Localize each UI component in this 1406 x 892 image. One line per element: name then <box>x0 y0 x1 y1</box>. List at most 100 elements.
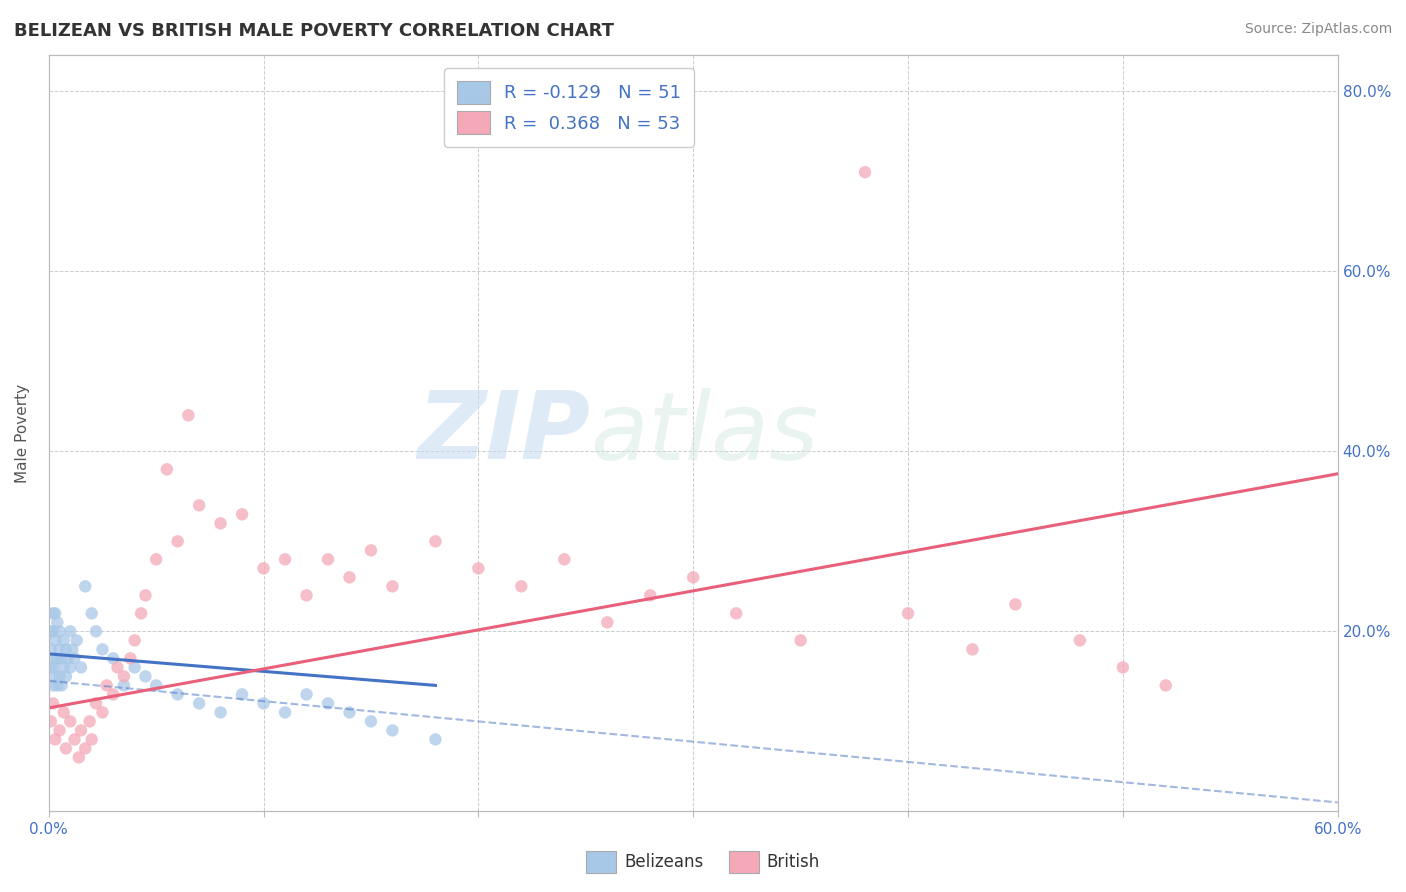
Point <box>39 714 62 729</box>
Text: ZIP: ZIP <box>418 387 591 479</box>
Point <box>596 615 619 630</box>
Point <box>96 678 118 692</box>
Point <box>70 723 93 738</box>
Point <box>381 579 404 593</box>
Point <box>63 732 86 747</box>
Text: Source: ZipAtlas.com: Source: ZipAtlas.com <box>1244 22 1392 37</box>
Point <box>360 543 382 558</box>
Point <box>59 714 82 729</box>
Legend: Belizeans, British: Belizeans, British <box>579 845 827 880</box>
Point <box>48 723 70 738</box>
Point <box>316 697 339 711</box>
Point <box>638 588 661 602</box>
Point <box>467 561 489 575</box>
Point <box>316 552 339 566</box>
Point <box>48 669 70 683</box>
Point <box>75 579 97 593</box>
Point <box>177 409 200 423</box>
Point <box>209 706 232 720</box>
Point <box>56 651 79 665</box>
Point <box>553 552 575 566</box>
Text: atlas: atlas <box>591 388 818 479</box>
Point <box>42 660 65 674</box>
Point <box>112 678 135 692</box>
Point <box>44 732 66 747</box>
Point <box>44 669 66 683</box>
Point <box>381 723 404 738</box>
Point <box>274 706 297 720</box>
Point <box>145 678 167 692</box>
Point <box>112 669 135 683</box>
Point <box>231 508 253 522</box>
Point <box>52 706 75 720</box>
Point <box>725 607 748 621</box>
Point <box>103 687 125 701</box>
Legend: R = -0.129   N = 51, R =  0.368   N = 53: R = -0.129 N = 51, R = 0.368 N = 53 <box>444 68 693 147</box>
Point <box>44 651 66 665</box>
Point <box>84 624 107 639</box>
Point <box>124 633 146 648</box>
Point <box>39 660 62 674</box>
Point <box>274 552 297 566</box>
Point <box>55 669 77 683</box>
Point <box>42 697 65 711</box>
Point <box>188 697 211 711</box>
Point <box>1112 660 1135 674</box>
Point <box>962 642 984 657</box>
Point <box>1004 598 1026 612</box>
Point <box>52 660 75 674</box>
Point <box>80 607 103 621</box>
Point <box>63 651 86 665</box>
Point <box>252 561 274 575</box>
Point <box>39 642 62 657</box>
Point <box>209 516 232 531</box>
Point <box>682 570 704 584</box>
Point <box>124 660 146 674</box>
Point <box>295 588 318 602</box>
Point <box>70 660 93 674</box>
Point <box>425 534 447 549</box>
Point <box>1069 633 1091 648</box>
Point <box>55 741 77 756</box>
Point <box>84 697 107 711</box>
Point <box>59 660 82 674</box>
Point <box>67 750 90 764</box>
Point <box>51 651 73 665</box>
Point <box>46 651 69 665</box>
Point <box>66 633 89 648</box>
Point <box>129 607 152 621</box>
Point <box>52 633 75 648</box>
Point <box>1154 678 1177 692</box>
Text: BELIZEAN VS BRITISH MALE POVERTY CORRELATION CHART: BELIZEAN VS BRITISH MALE POVERTY CORRELA… <box>14 22 614 40</box>
Point <box>425 732 447 747</box>
Point <box>339 570 361 584</box>
Point <box>42 607 65 621</box>
Point <box>39 624 62 639</box>
Point <box>231 687 253 701</box>
Point <box>91 706 114 720</box>
Point <box>120 651 142 665</box>
Point <box>339 706 361 720</box>
Point <box>80 732 103 747</box>
Point <box>46 678 69 692</box>
Point <box>295 687 318 701</box>
Point <box>897 607 920 621</box>
Y-axis label: Male Poverty: Male Poverty <box>15 384 30 483</box>
Point <box>44 607 66 621</box>
Point <box>79 714 101 729</box>
Point <box>44 633 66 648</box>
Point <box>42 678 65 692</box>
Point <box>46 615 69 630</box>
Point <box>51 678 73 692</box>
Point <box>156 462 179 476</box>
Point <box>103 651 125 665</box>
Point <box>145 552 167 566</box>
Point <box>55 642 77 657</box>
Point <box>48 624 70 639</box>
Point <box>789 633 811 648</box>
Point <box>853 165 876 179</box>
Point <box>60 642 83 657</box>
Point <box>510 579 533 593</box>
Point <box>166 534 188 549</box>
Point <box>134 588 156 602</box>
